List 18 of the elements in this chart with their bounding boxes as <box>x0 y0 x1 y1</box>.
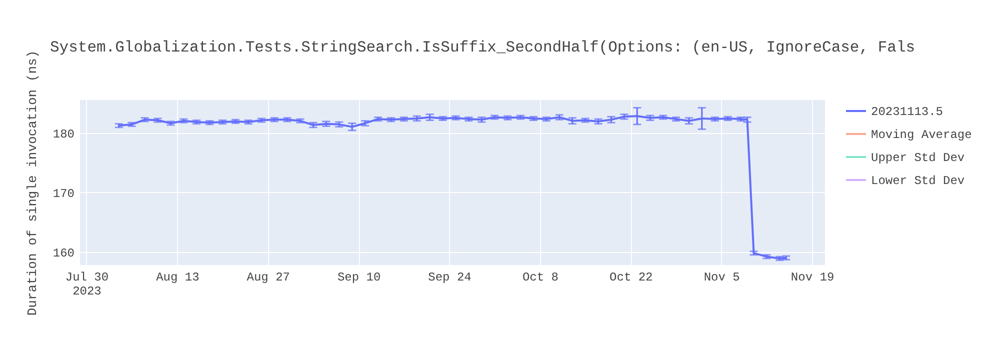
legend-label: Upper Std Dev <box>871 151 965 165</box>
x-tick-label: Oct 22 <box>610 270 653 284</box>
legend-label: 20231113.5 <box>871 105 944 119</box>
chart-title: System.Globalization.Tests.StringSearch.IsSuffix_SecondHalf(Options: (en-US, IgnoreCase, Fals <box>50 38 916 56</box>
x-tick-label: Sep 10 <box>337 270 381 284</box>
legend-label: Moving Average <box>871 128 972 142</box>
y-tick-label: 160 <box>52 246 74 260</box>
legend-label: Lower Std Dev <box>871 174 965 188</box>
x-tick-label: Jul 30 2023 <box>65 270 109 298</box>
y-tick-label: 180 <box>52 127 74 142</box>
x-tick-label: Oct 8 <box>522 270 558 284</box>
y-axis-title: Duration of single invocation (ns) <box>24 50 40 316</box>
x-tick-label: Sep 24 <box>428 270 472 284</box>
x-tick-label: Nov 5 <box>704 270 740 284</box>
x-tick-label: Aug 13 <box>156 270 200 284</box>
x-tick-label: Aug 27 <box>246 270 290 284</box>
x-tick-label: Nov 19 <box>790 270 834 284</box>
y-tick-label: 170 <box>52 186 74 201</box>
